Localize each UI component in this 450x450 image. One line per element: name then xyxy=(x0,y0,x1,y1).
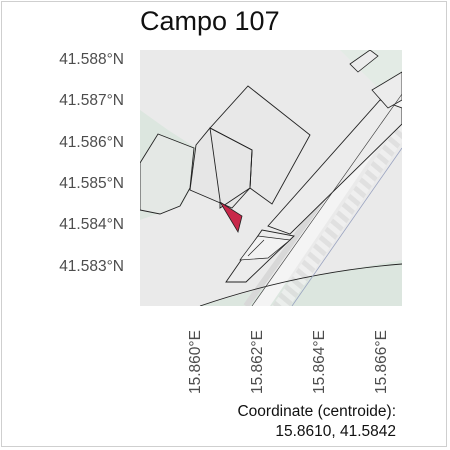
rail-line xyxy=(291,147,402,306)
lat-label: 41.583°N xyxy=(59,258,124,275)
lon-label: 15.862°E xyxy=(249,330,266,394)
building xyxy=(239,235,291,261)
lat-label: 41.584°N xyxy=(59,216,124,233)
rail-line xyxy=(251,93,402,306)
building-outline xyxy=(209,127,253,209)
highlighted-parcel[interactable] xyxy=(219,201,243,234)
coords-label: Coordinate (centroide): xyxy=(237,403,396,420)
lon-label: 15.866°E xyxy=(373,330,390,394)
building xyxy=(371,71,402,109)
lon-label: 15.860°E xyxy=(187,330,204,394)
lat-label: 41.586°N xyxy=(59,134,124,151)
building xyxy=(349,50,379,73)
lat-label: 41.588°N xyxy=(59,51,124,68)
map-canvas[interactable] xyxy=(140,50,402,306)
lat-label: 41.585°N xyxy=(59,175,124,192)
lon-label: 15.864°E xyxy=(311,330,328,394)
road-outline xyxy=(199,263,402,306)
building-outline xyxy=(247,239,265,257)
building xyxy=(140,133,195,215)
building xyxy=(267,99,402,235)
lat-label: 41.587°N xyxy=(59,92,124,109)
railway xyxy=(272,120,402,306)
coords-value: 15.8610, 41.5842 xyxy=(275,423,396,440)
centroid-coordinates: Coordinate (centroide): 15.8610, 41.5842 xyxy=(237,402,396,442)
map-title: Campo 107 xyxy=(140,6,280,36)
